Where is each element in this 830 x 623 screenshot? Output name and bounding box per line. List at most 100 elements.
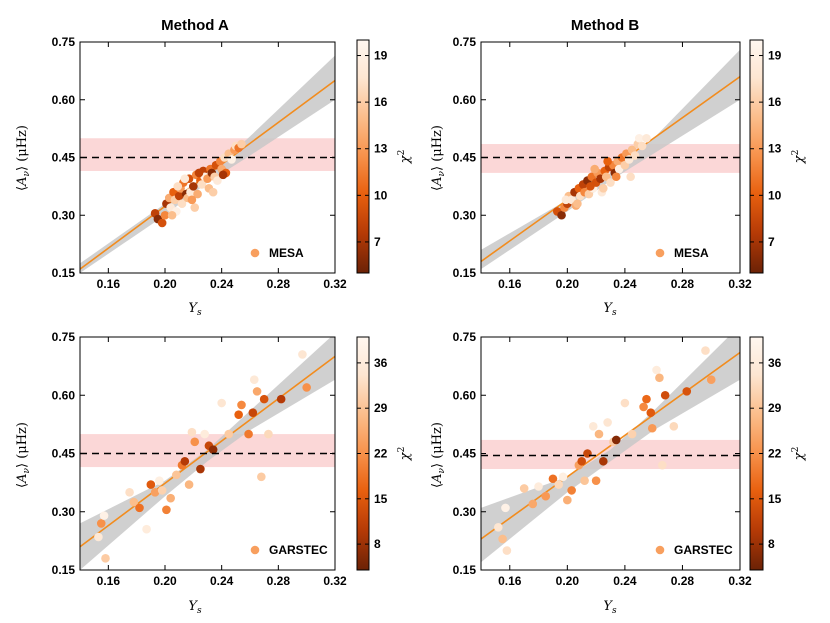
y-tick-label: 0.15: [453, 266, 477, 280]
colorbar-tick-label: 36: [768, 356, 782, 370]
data-point: [606, 178, 615, 187]
data-point: [501, 503, 510, 513]
data-point: [554, 480, 563, 489]
data-point: [252, 387, 262, 396]
y-tick-label: 0.30: [52, 208, 76, 222]
data-point: [157, 486, 167, 495]
data-point: [586, 182, 595, 191]
colorbar-label: χ2: [397, 150, 413, 165]
x-tick-label: 0.20: [153, 574, 177, 588]
y-tick-label: 0.75: [52, 35, 76, 49]
x-tick-label: 0.16: [498, 574, 522, 588]
data-point: [146, 480, 156, 489]
x-tick-label: 0.16: [498, 277, 522, 291]
y-tick-label: 0.30: [453, 505, 477, 519]
data-point: [249, 375, 259, 385]
confidence-band: [80, 337, 335, 570]
data-point: [627, 429, 637, 439]
data-point: [701, 346, 710, 355]
legend-label: MESA: [674, 246, 709, 260]
data-point: [583, 449, 592, 458]
data-point: [682, 387, 692, 396]
data-point: [237, 400, 246, 410]
data-point: [155, 476, 164, 485]
y-tick-label: 0.45: [453, 151, 477, 165]
data-point: [177, 199, 187, 208]
data-point: [594, 429, 604, 439]
target-band: [80, 138, 335, 171]
data-point: [620, 398, 630, 408]
x-tick-label: 0.32: [728, 574, 752, 588]
data-point: [194, 168, 204, 178]
data-point: [573, 199, 582, 208]
data-point: [129, 497, 139, 507]
data-point: [189, 182, 198, 191]
data-point: [660, 390, 670, 400]
data-point: [298, 350, 307, 359]
data-point: [599, 184, 608, 193]
y-tick-label: 0.15: [453, 563, 477, 577]
colorbar-tick-label: 10: [768, 188, 782, 202]
x-tick-label: 0.24: [613, 574, 637, 588]
x-tick-label: 0.28: [671, 277, 695, 291]
data-point: [160, 210, 170, 220]
data-point: [603, 418, 612, 427]
data-point: [208, 445, 218, 454]
x-tick-label: 0.20: [556, 574, 580, 588]
data-point: [208, 187, 218, 197]
y-tick-label: 0.60: [453, 93, 477, 107]
colorbar-tick-label: 15: [768, 492, 782, 506]
y-tick-label: 0.30: [52, 505, 76, 519]
colorbar-tick-label: 10: [374, 188, 388, 202]
colorbar-tick-label: 19: [768, 49, 782, 63]
data-point: [580, 476, 589, 485]
x-tick-label: 0.28: [267, 277, 291, 291]
y-axis-label: ⟨Aν⟩ (μHz): [15, 125, 32, 191]
data-point: [187, 195, 197, 205]
data-point: [237, 139, 246, 149]
colorbar: [356, 39, 370, 274]
data-point: [234, 410, 243, 419]
fit-line: [80, 355, 335, 548]
colorbar-tick-label: 16: [768, 95, 782, 109]
colorbar-tick-label: 15: [374, 492, 388, 506]
x-tick-label: 0.28: [671, 574, 695, 588]
data-point: [611, 172, 621, 182]
x-tick-label: 0.16: [97, 277, 121, 291]
data-point: [180, 456, 190, 466]
colorbar-tick-label: 13: [768, 142, 782, 156]
data-point: [150, 488, 160, 497]
y-tick-label: 0.60: [52, 388, 76, 402]
panel-method-a-mesa: Method A 0.16 0.20 0.24 0.28 0.32 0.15 0.30 0.4…: [15, 17, 413, 318]
x-axis-label: Ys: [188, 599, 202, 616]
data-point: [658, 460, 667, 470]
data-point: [591, 476, 601, 485]
data-point: [101, 554, 110, 563]
confidence-band: [481, 337, 740, 563]
data-point: [534, 482, 543, 491]
data-point: [548, 474, 558, 484]
data-point: [248, 408, 258, 418]
data-point: [637, 141, 647, 151]
y-axis-label: ⟨Aν⟩ (μHz): [15, 422, 32, 488]
data-point: [647, 423, 657, 433]
colorbar-label: χ2: [791, 150, 807, 165]
legend-label: GARSTEC: [674, 543, 733, 557]
colorbar-tick-label: 22: [768, 447, 782, 461]
colorbar-label: χ2: [791, 447, 807, 462]
data-point: [630, 151, 640, 160]
data-point: [558, 472, 568, 482]
data-point: [611, 435, 621, 445]
data-point: [180, 174, 190, 183]
data-point: [603, 157, 612, 166]
data-point: [187, 427, 197, 437]
data-point: [135, 503, 144, 513]
colorbar-tick-label: 29: [768, 401, 782, 415]
data-point: [197, 180, 207, 189]
legend-marker: [250, 248, 260, 258]
x-tick-label: 0.24: [210, 277, 234, 291]
y-tick-label: 0.30: [453, 208, 477, 222]
legend-marker: [250, 545, 260, 555]
data-point: [626, 172, 635, 182]
